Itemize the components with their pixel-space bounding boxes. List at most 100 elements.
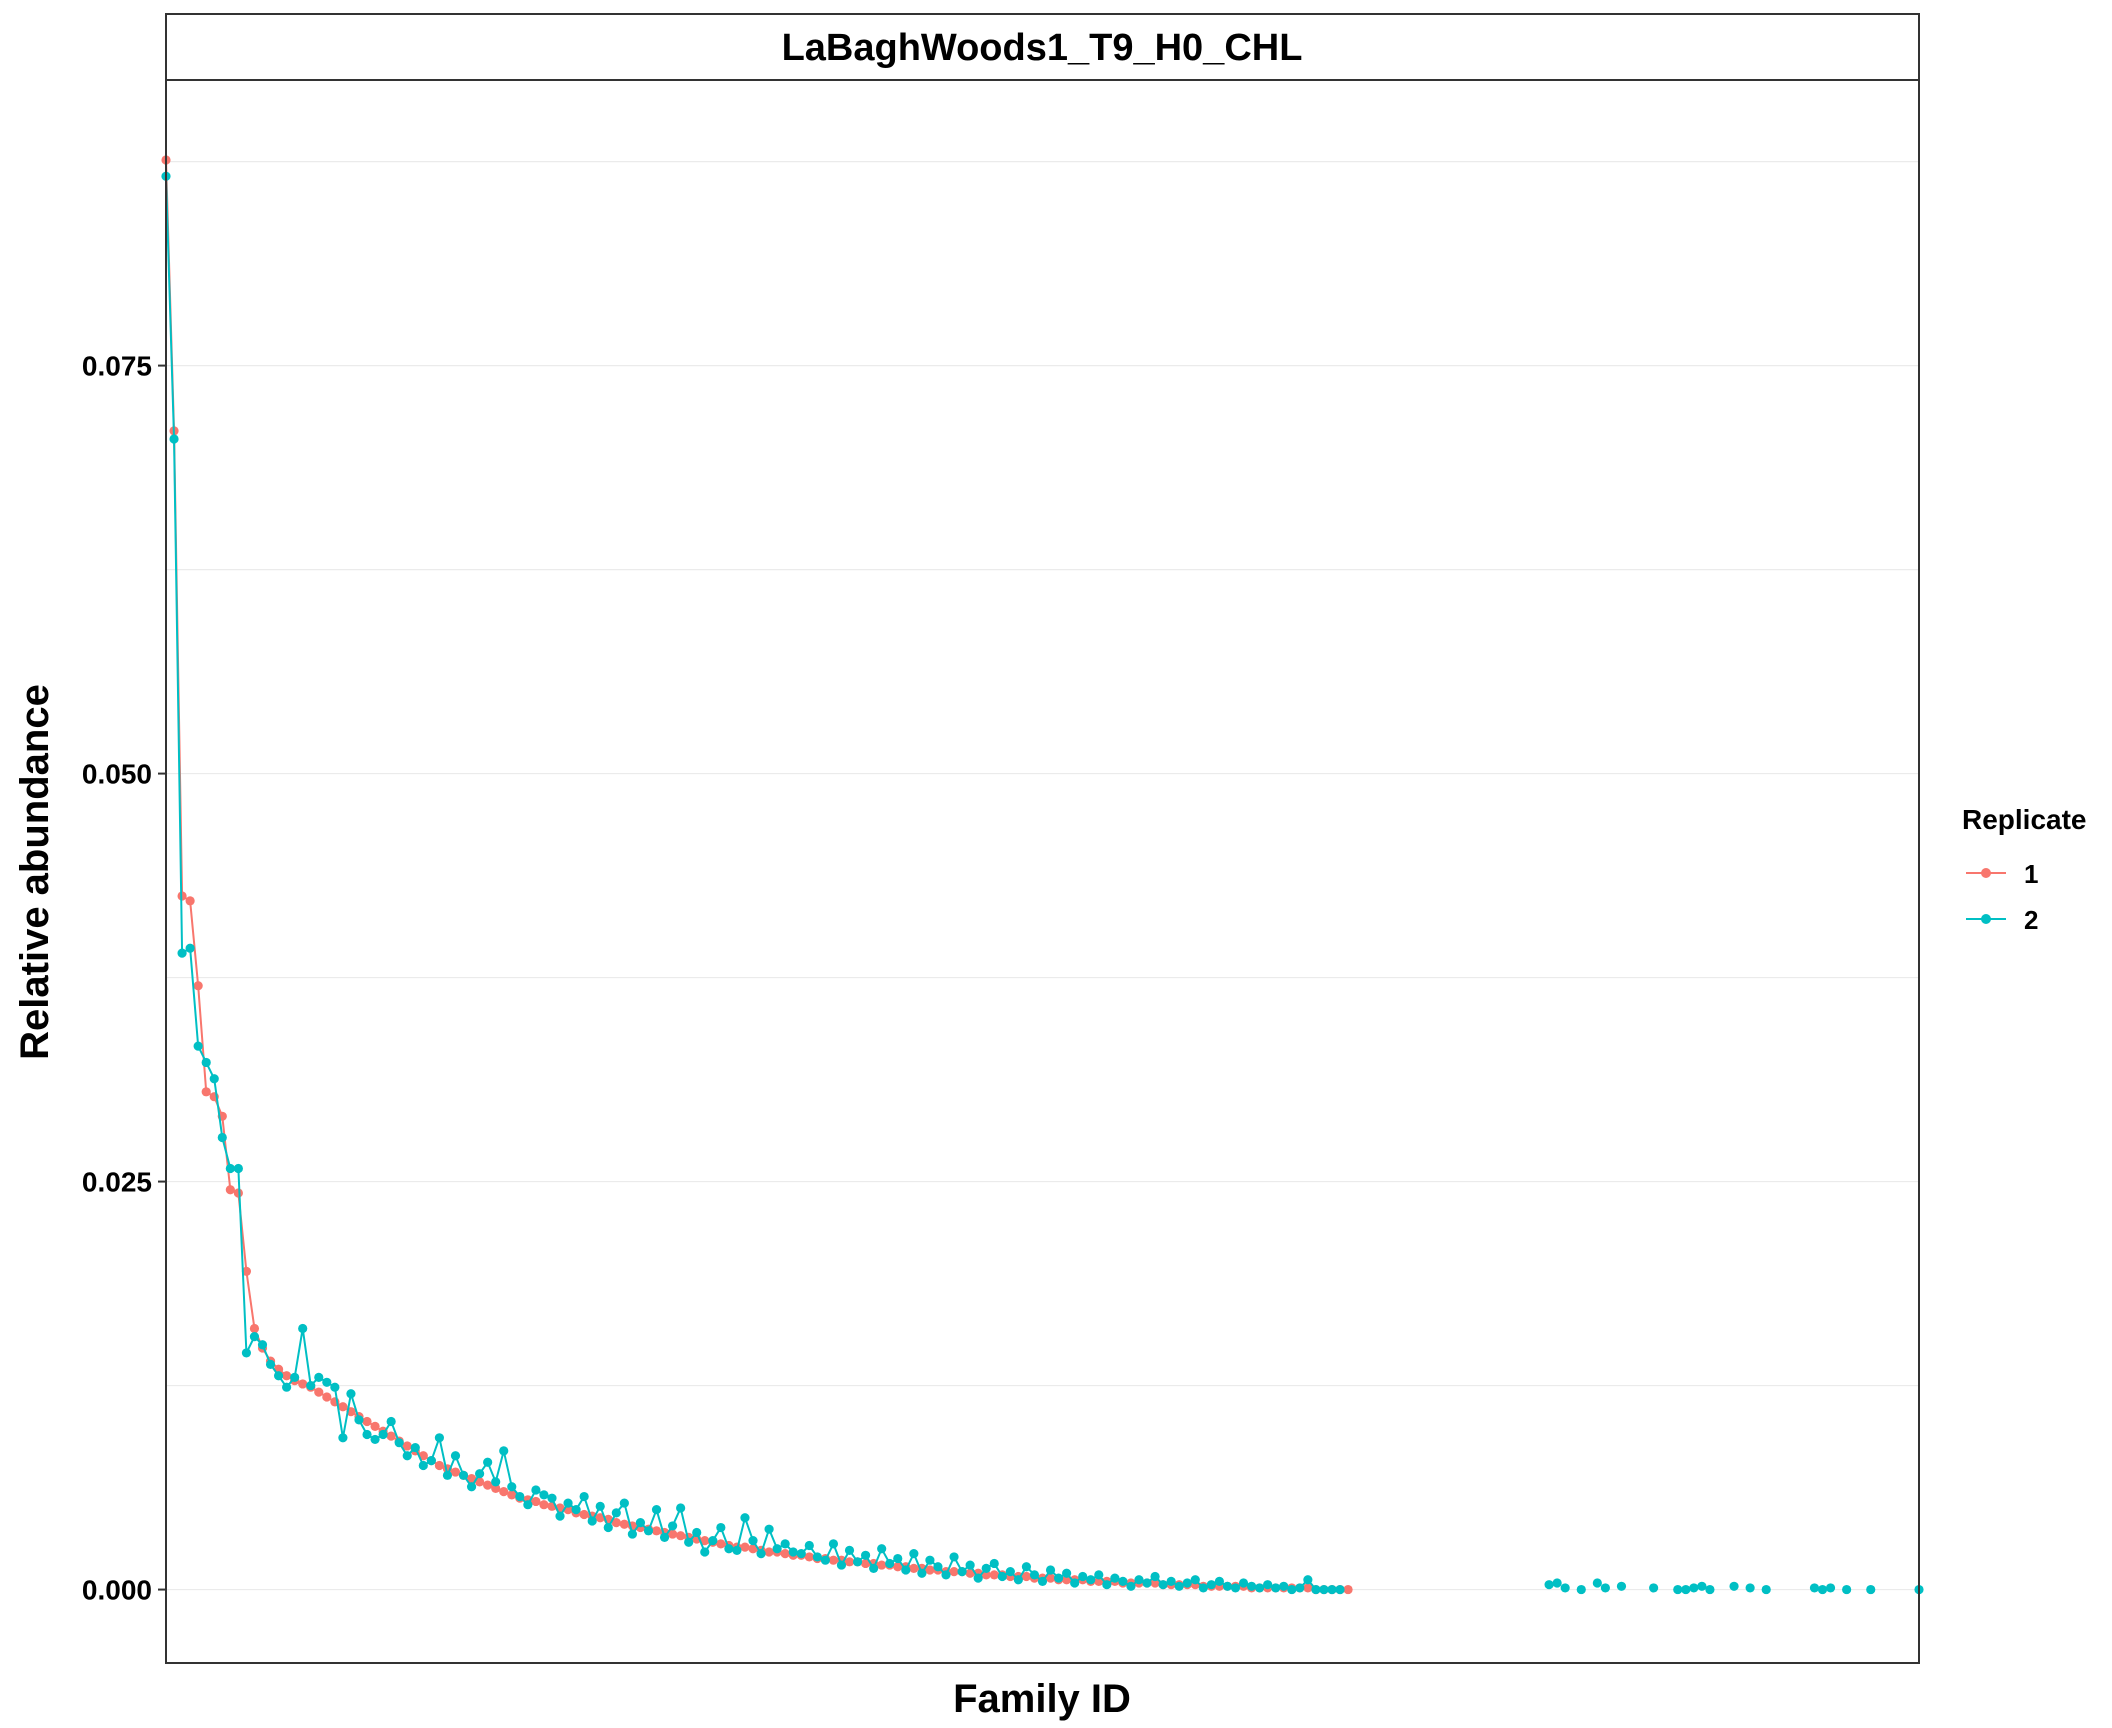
data-point — [1287, 1584, 1297, 1595]
data-point — [1005, 1567, 1015, 1577]
data-point — [282, 1382, 292, 1392]
legend-label: 2 — [2024, 905, 2038, 935]
data-point — [949, 1567, 959, 1577]
data-point — [515, 1491, 525, 1502]
data-point — [579, 1491, 589, 1502]
data-point — [442, 1470, 453, 1480]
data-point — [539, 1490, 549, 1500]
data-point — [989, 1570, 999, 1580]
y-tick-label: 0.000 — [82, 1575, 152, 1606]
data-point — [1062, 1568, 1072, 1578]
data-point — [1214, 1576, 1225, 1587]
data-point — [700, 1536, 710, 1546]
data-point — [1673, 1584, 1683, 1595]
data-point — [1600, 1583, 1610, 1593]
data-point — [1126, 1581, 1136, 1591]
data-point — [1150, 1571, 1160, 1582]
data-point — [338, 1402, 348, 1412]
data-point — [185, 943, 195, 953]
data-point — [193, 981, 203, 991]
data-point — [1070, 1578, 1080, 1588]
data-point — [394, 1438, 404, 1448]
data-point — [651, 1526, 662, 1536]
data-point — [1206, 1580, 1216, 1590]
data-point — [475, 1477, 485, 1487]
data-point — [1102, 1580, 1112, 1590]
data-point — [499, 1446, 509, 1456]
data-point — [273, 1371, 284, 1381]
data-point — [780, 1549, 790, 1559]
data-point — [1045, 1565, 1056, 1575]
legend: Replicate 1 2 — [1962, 804, 2087, 935]
y-tick-label: 0.025 — [82, 1167, 152, 1198]
data-point — [466, 1473, 477, 1484]
plot-panel — [166, 80, 1919, 1663]
data-point — [611, 1518, 621, 1528]
data-point — [756, 1549, 766, 1559]
data-point — [370, 1421, 380, 1431]
data-point — [354, 1415, 364, 1425]
data-point — [450, 1451, 461, 1461]
data-point — [241, 1266, 252, 1276]
data-point — [909, 1549, 919, 1559]
data-point — [1705, 1584, 1715, 1595]
y-axis-label: Relative abundance — [13, 684, 57, 1060]
y-tick-label: 0.050 — [82, 759, 152, 790]
data-point — [1078, 1571, 1088, 1582]
y-tick-label: 0.075 — [82, 351, 152, 382]
data-point — [828, 1539, 839, 1549]
data-point — [1238, 1578, 1249, 1588]
data-point — [1592, 1578, 1602, 1588]
data-point — [1174, 1581, 1184, 1591]
data-point — [893, 1553, 903, 1564]
data-point — [643, 1526, 654, 1536]
data-point — [651, 1504, 662, 1515]
data-point — [860, 1550, 871, 1560]
data-point — [1230, 1583, 1241, 1593]
data-point — [539, 1500, 549, 1510]
data-point — [925, 1565, 935, 1575]
data-point — [1271, 1583, 1281, 1593]
data-point — [314, 1372, 324, 1383]
data-point — [523, 1500, 533, 1510]
data-point — [716, 1539, 726, 1549]
x-axis-label: Family ID — [953, 1677, 1131, 1721]
data-point — [909, 1563, 919, 1573]
data-point — [370, 1434, 380, 1445]
series-replicate-2 — [161, 171, 1924, 1595]
data-point — [257, 1340, 268, 1350]
data-point — [507, 1490, 517, 1500]
data-point — [322, 1377, 332, 1387]
data-point — [595, 1501, 605, 1511]
data-point — [298, 1379, 308, 1389]
data-point — [708, 1536, 718, 1546]
data-point — [1842, 1584, 1852, 1595]
data-point — [209, 1074, 219, 1084]
data-point — [1616, 1581, 1627, 1591]
data-point — [981, 1563, 991, 1573]
data-point — [386, 1431, 396, 1441]
data-point — [458, 1470, 469, 1480]
data-point — [1029, 1570, 1040, 1580]
data-point — [772, 1544, 782, 1554]
data-point — [1560, 1583, 1570, 1593]
data-point — [1142, 1578, 1152, 1588]
data-point — [450, 1467, 461, 1477]
data-point — [1053, 1573, 1064, 1583]
data-point — [1222, 1581, 1233, 1591]
data-point — [402, 1451, 412, 1461]
data-point — [659, 1532, 670, 1542]
data-point — [306, 1380, 316, 1391]
data-point — [764, 1547, 774, 1557]
data-point — [1295, 1583, 1305, 1593]
legend-item-replicate-1: 1 — [1966, 859, 2038, 889]
data-point — [571, 1504, 581, 1515]
data-point — [764, 1524, 774, 1534]
data-point — [499, 1487, 509, 1497]
data-point — [483, 1480, 493, 1490]
series-layer — [161, 155, 1924, 1595]
data-point — [1255, 1583, 1265, 1593]
data-point — [362, 1416, 372, 1427]
data-point — [852, 1557, 863, 1567]
data-point — [844, 1545, 855, 1555]
